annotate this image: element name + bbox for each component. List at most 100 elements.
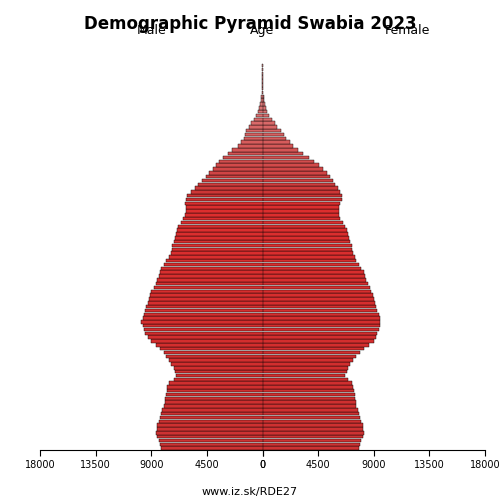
Bar [262, 308, 378, 312]
Bar [156, 343, 262, 346]
Bar [262, 301, 375, 304]
Bar [262, 297, 374, 300]
Bar [262, 252, 352, 255]
Bar [262, 431, 364, 434]
Bar [262, 102, 265, 106]
Bar [262, 133, 283, 136]
Bar [158, 274, 262, 278]
Bar [174, 236, 262, 240]
Bar [259, 106, 262, 110]
Bar [160, 442, 262, 446]
Bar [244, 136, 262, 140]
Bar [262, 140, 289, 144]
Bar [262, 362, 350, 366]
Bar [160, 347, 262, 350]
Bar [262, 446, 359, 450]
Bar [145, 308, 262, 312]
Bar [262, 236, 349, 240]
Bar [160, 270, 262, 274]
Bar [262, 259, 356, 262]
Bar [186, 198, 262, 202]
Bar [262, 378, 348, 381]
Bar [164, 404, 262, 408]
Bar [166, 393, 262, 396]
Bar [262, 248, 352, 251]
Bar [158, 420, 262, 423]
Bar [262, 354, 356, 358]
Bar [174, 240, 262, 244]
Bar [202, 178, 262, 182]
Bar [262, 122, 275, 125]
Bar [174, 370, 262, 374]
Bar [164, 263, 262, 266]
Bar [262, 266, 362, 270]
Bar [156, 431, 262, 434]
Bar [262, 347, 364, 350]
Bar [262, 168, 323, 170]
Bar [262, 221, 343, 224]
Bar [176, 232, 262, 235]
Bar [262, 244, 352, 247]
Bar [262, 282, 368, 286]
Bar [262, 370, 346, 374]
Bar [262, 274, 365, 278]
Bar [150, 294, 262, 297]
Bar [158, 435, 262, 438]
Bar [262, 374, 345, 377]
Bar [262, 186, 338, 190]
Bar [262, 320, 380, 324]
Bar [238, 144, 262, 148]
Bar [262, 144, 294, 148]
Bar [162, 408, 262, 412]
Bar [184, 217, 262, 220]
Bar [184, 202, 262, 205]
Bar [161, 446, 262, 450]
Bar [262, 129, 281, 132]
Bar [262, 389, 354, 392]
Bar [178, 224, 262, 228]
Bar [262, 324, 380, 328]
Bar [262, 190, 340, 194]
Bar [166, 259, 262, 262]
Bar [262, 404, 356, 408]
Text: Female: Female [384, 24, 430, 36]
Bar [262, 336, 376, 339]
Bar [262, 210, 339, 213]
Bar [177, 228, 262, 232]
Bar [262, 152, 304, 156]
Bar [262, 98, 264, 102]
Text: Demographic Pyramid Swabia 2023: Demographic Pyramid Swabia 2023 [84, 15, 416, 33]
Bar [262, 316, 380, 320]
Bar [176, 374, 262, 377]
Bar [158, 424, 262, 427]
Bar [262, 156, 310, 159]
Text: Age: Age [250, 24, 274, 36]
Bar [168, 255, 262, 258]
Bar [262, 328, 378, 332]
Bar [232, 148, 262, 152]
Bar [223, 156, 262, 159]
Bar [168, 358, 262, 362]
Bar [260, 98, 262, 102]
Bar [262, 416, 360, 419]
Bar [258, 110, 262, 114]
Bar [194, 186, 262, 190]
Bar [174, 366, 262, 370]
Bar [246, 129, 262, 132]
Bar [186, 206, 262, 209]
Bar [262, 148, 298, 152]
Bar [213, 168, 262, 170]
Bar [151, 340, 262, 343]
Bar [158, 278, 262, 281]
Bar [262, 278, 366, 281]
Bar [262, 217, 340, 220]
Bar [260, 102, 262, 106]
Bar [262, 240, 350, 244]
Bar [262, 305, 376, 308]
Bar [262, 442, 360, 446]
Bar [198, 182, 262, 186]
Bar [186, 210, 262, 213]
Bar [262, 232, 348, 235]
Bar [262, 94, 264, 98]
Bar [262, 118, 272, 121]
